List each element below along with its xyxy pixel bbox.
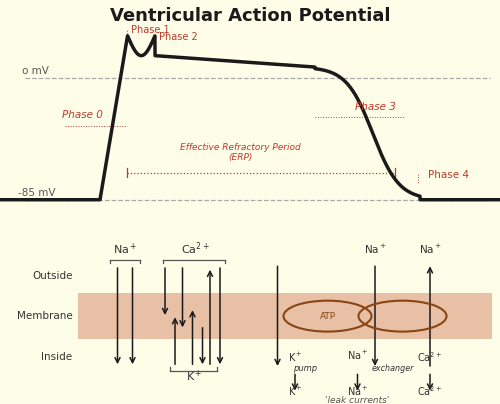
- Text: K$^+$: K$^+$: [288, 385, 302, 398]
- Text: Phase 4: Phase 4: [428, 170, 469, 180]
- Text: Na$^+$: Na$^+$: [364, 243, 386, 256]
- Text: Inside: Inside: [42, 351, 72, 362]
- Text: Effective Refractory Period
(ERP): Effective Refractory Period (ERP): [180, 143, 300, 162]
- Text: Phase 3: Phase 3: [355, 102, 396, 112]
- Text: Phase 2: Phase 2: [159, 32, 198, 42]
- Text: Na$^+$: Na$^+$: [346, 385, 368, 398]
- Text: Ca$^{2+}$: Ca$^{2+}$: [180, 240, 210, 257]
- Text: Na$^+$: Na$^+$: [113, 242, 137, 257]
- Text: Na$^+$: Na$^+$: [346, 349, 368, 362]
- Text: Ventricular Action Potential: Ventricular Action Potential: [110, 7, 390, 25]
- Text: pump: pump: [293, 364, 317, 372]
- Text: Ca$^{2+}$: Ca$^{2+}$: [418, 350, 442, 364]
- Text: ATP: ATP: [320, 311, 336, 321]
- Text: K$^+$: K$^+$: [288, 351, 302, 364]
- Text: Phase 0: Phase 0: [62, 110, 102, 120]
- Text: -85 mV: -85 mV: [18, 187, 55, 198]
- Text: Membrane: Membrane: [17, 311, 72, 321]
- Text: o mV: o mV: [22, 65, 50, 76]
- Text: 'leak currents': 'leak currents': [326, 396, 390, 404]
- Text: Outside: Outside: [32, 271, 72, 281]
- Text: exchanger: exchanger: [372, 364, 414, 372]
- Text: Phase 1: Phase 1: [131, 25, 170, 35]
- Text: K$^+$: K$^+$: [186, 369, 202, 384]
- Text: Na$^+$: Na$^+$: [418, 243, 442, 256]
- Text: Ca$^{2+}$: Ca$^{2+}$: [418, 384, 442, 398]
- Bar: [78, 293, 492, 339]
